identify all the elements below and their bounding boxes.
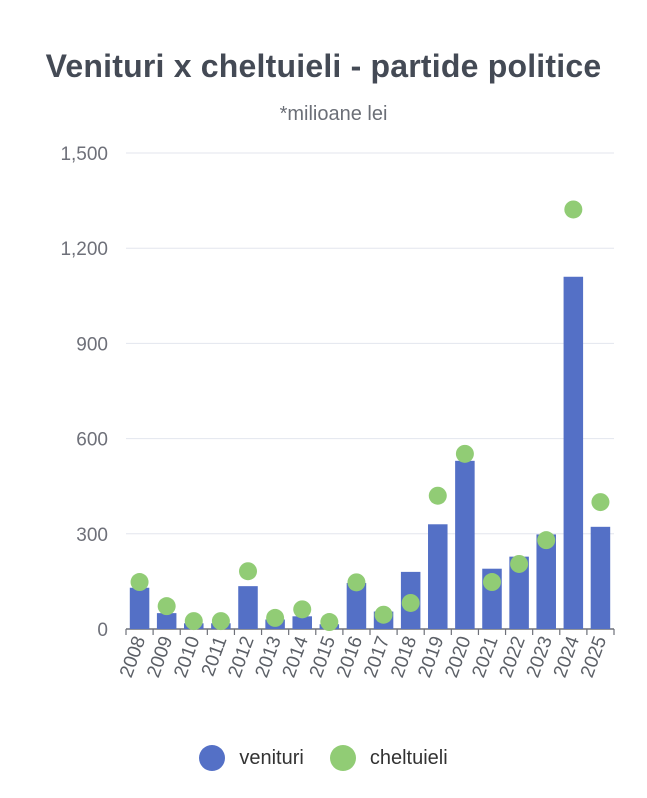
bar-venituri[interactable] [156,613,177,629]
y-tick-label: 600 [76,430,108,451]
point-cheltuieli[interactable] [591,493,610,512]
bar-venituri[interactable] [536,534,556,629]
point-cheltuieli[interactable] [157,597,176,616]
point-cheltuieli[interactable] [537,531,556,550]
point-cheltuieli[interactable] [483,573,501,592]
point-cheltuieli[interactable] [428,486,447,505]
y-tick-label: 300 [76,525,108,546]
cheltuieli-swatch-icon [329,745,356,771]
venituri-bars [129,276,611,629]
point-cheltuieli[interactable] [320,613,339,632]
bar-venituri[interactable] [346,582,367,629]
point-cheltuieli[interactable] [266,608,285,627]
y-tick-label: 1,200 [60,239,108,260]
grid-lines [126,152,614,535]
bar-venituri[interactable] [563,276,584,629]
point-cheltuieli[interactable] [374,605,393,624]
point-cheltuieli[interactable] [455,444,474,463]
chart-subtitle: *milioane lei [279,103,388,125]
bar-venituri[interactable] [238,586,258,629]
axes [125,628,615,635]
point-cheltuieli[interactable] [130,573,149,592]
bar-venituri[interactable] [455,460,475,629]
chart-title: Venituri x cheltuieli - partide politice [45,48,602,84]
point-cheltuieli[interactable] [347,573,366,592]
point-cheltuieli[interactable] [211,612,230,631]
point-cheltuieli[interactable] [293,600,312,619]
y-tick-label: 0 [97,620,108,641]
point-cheltuieli[interactable] [401,593,420,612]
bar-venituri[interactable] [509,556,529,629]
point-cheltuieli[interactable] [239,562,257,581]
legend: venituri cheltuieli [0,745,647,771]
point-cheltuieli[interactable] [184,612,203,631]
y-tick-label: 1,500 [60,144,108,165]
point-cheltuieli[interactable] [510,554,529,573]
tick-labels: 1,5001,200900600300020082009201020112012… [60,144,611,680]
legend-label-venituri: venituri [239,746,304,769]
legend-label-cheltuieli: cheltuieli [369,746,448,769]
bar-venituri[interactable] [129,587,150,629]
bar-venituri[interactable] [590,526,611,629]
bar-venituri[interactable] [428,524,448,629]
legend-item-cheltuieli[interactable]: cheltuieli [329,745,448,771]
legend-item-venituri[interactable]: venituri [199,745,304,771]
point-cheltuieli[interactable] [564,200,583,219]
venituri-swatch-icon [199,745,226,771]
cheltuieli-points [130,200,610,632]
chart-plot: 1,5001,200900600300020082009201020112012… [60,144,615,680]
bar-venituri[interactable] [292,616,312,629]
y-tick-label: 900 [76,334,108,355]
